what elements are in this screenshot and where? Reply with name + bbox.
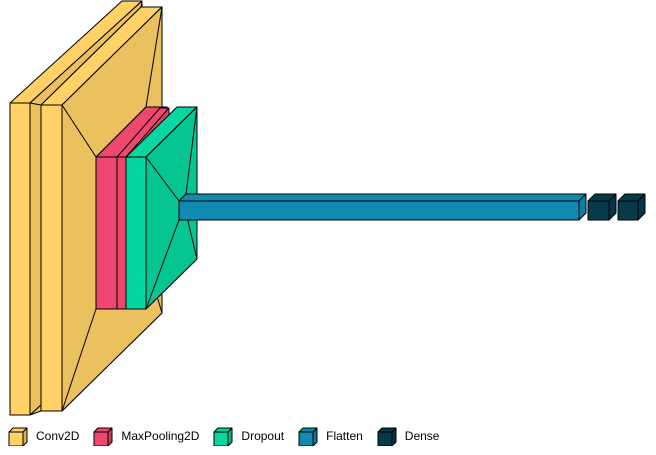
legend-swatch-dropout-icon [213,427,233,446]
legend-label: Dense [404,429,440,443]
legend-item-maxpool: MaxPooling2D [93,426,199,446]
layer-flatten-5 [178,193,587,221]
layer-front-face [617,200,639,221]
network-architecture-diagram [9,0,646,416]
layer-front-face [116,156,127,310]
layer-front-face [40,104,63,412]
legend-item-conv2d: Conv2D [8,426,79,446]
layer-front-face [95,156,118,310]
legend-item-flatten: Flatten [298,426,363,446]
layer-top-face [178,193,587,202]
legend-swatch-conv2d-icon [8,427,28,446]
legend-item-dropout: Dropout [213,426,284,446]
legend-swatch-flatten-icon [298,427,318,446]
layer-front-face [178,200,580,221]
legend-label: Conv2D [36,429,80,443]
legend-label: Flatten [326,429,363,443]
legend-label: MaxPooling2D [121,429,200,443]
layer-dense-7 [617,193,646,221]
legend-swatch-dense-icon [377,427,397,446]
layer-front-face [125,156,147,310]
layer-dropout-4 [125,106,198,310]
legend: Conv2D MaxPooling2D Dropout Flatten Dense [8,426,453,446]
layer-front-face [587,200,610,221]
legend-label: Dropout [241,429,285,443]
layer-dense-6 [587,193,617,221]
layer-boxes [9,0,646,416]
legend-item-dense: Dense [377,426,440,446]
layer-front-face [9,102,31,416]
legend-swatch-maxpool-icon [93,427,113,446]
